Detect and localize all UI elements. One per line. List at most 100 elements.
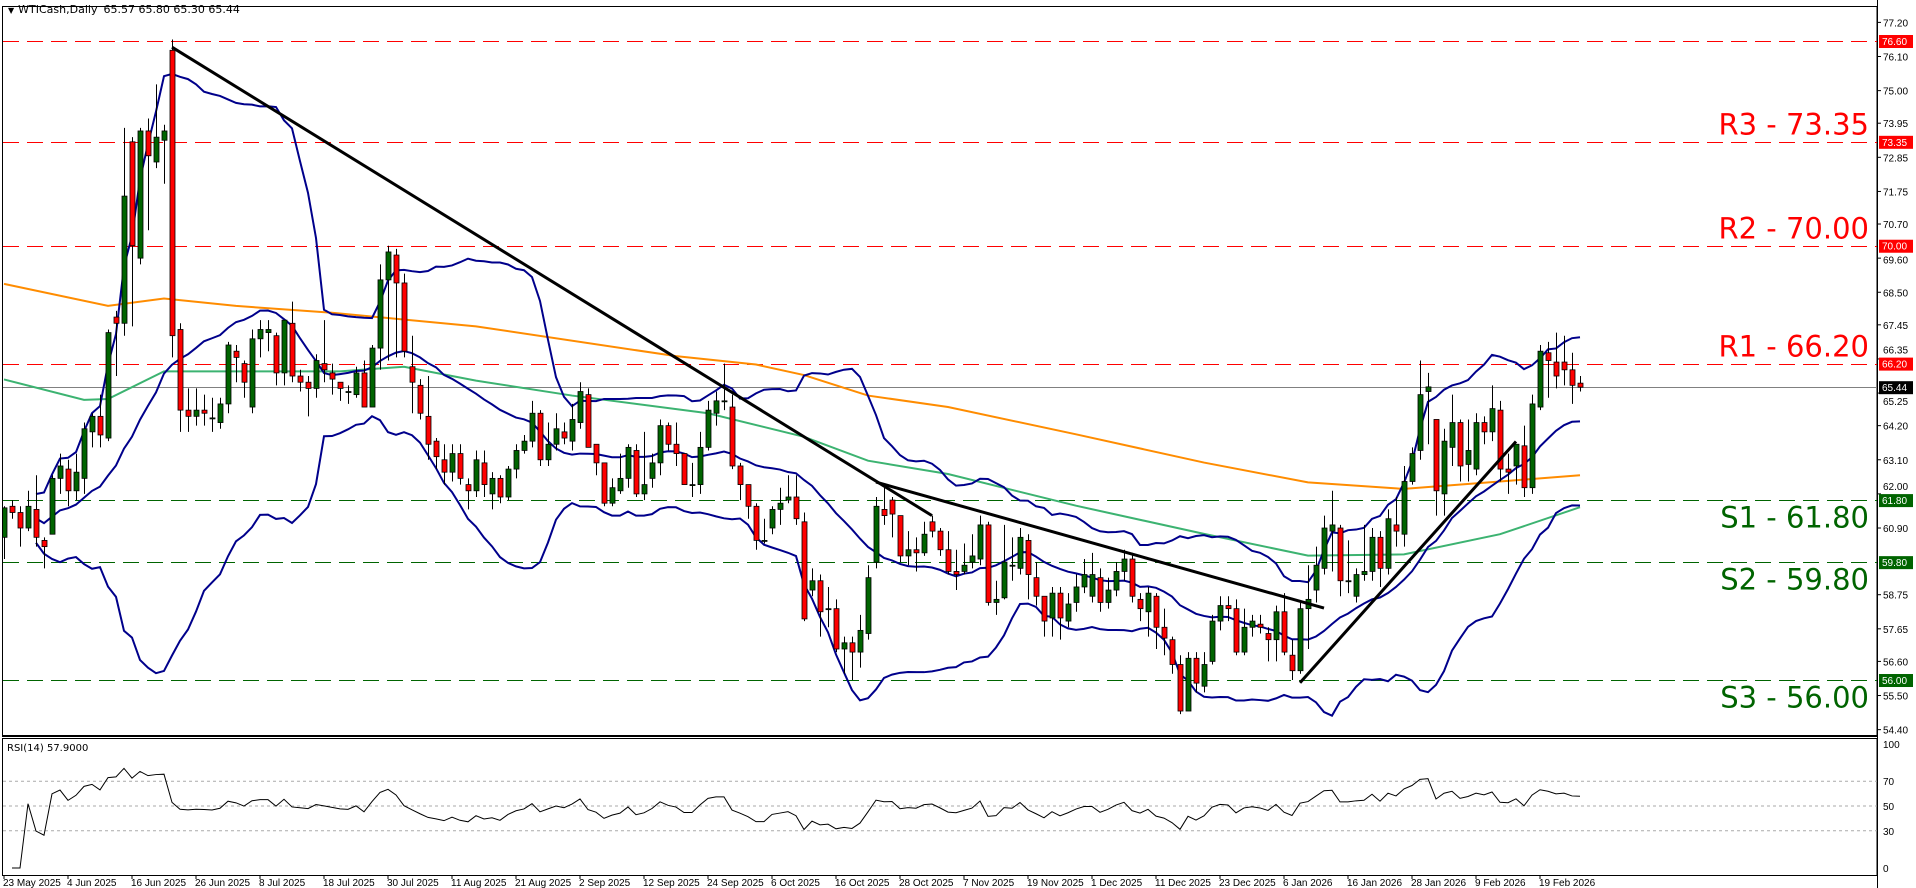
candle — [9, 500, 16, 519]
candle — [1105, 577, 1112, 609]
candle-body-bear — [953, 571, 960, 575]
candle-body-bull — [385, 251, 392, 281]
candle-body-bear — [889, 499, 896, 515]
candle-body-bear — [433, 440, 440, 458]
candle — [1513, 443, 1520, 485]
candle — [89, 413, 96, 448]
candle — [993, 580, 1000, 615]
candle-body-bear — [1393, 524, 1400, 532]
candle-body-bull — [1073, 586, 1080, 603]
triangle-down-icon[interactable]: ▼ — [8, 6, 15, 15]
candle-body-bull — [873, 505, 880, 563]
candle-body-bull — [377, 279, 384, 349]
candle-body-bear — [793, 496, 800, 520]
candle — [601, 462, 608, 507]
level-price-badge — [1879, 239, 1913, 253]
candle — [3, 506, 8, 560]
candle — [1385, 509, 1392, 575]
candle-body-bull — [721, 400, 728, 403]
candle-body-bull — [489, 477, 496, 495]
candle — [665, 422, 672, 451]
candle — [969, 534, 976, 569]
candle-body-bear — [1257, 623, 1264, 628]
candle-body-bear — [1025, 540, 1032, 575]
candle-body-bull — [1385, 518, 1392, 569]
candle — [745, 484, 752, 519]
candle-body-bear — [337, 381, 344, 389]
candle — [465, 478, 472, 510]
candle — [1217, 596, 1224, 631]
candle-body-bull — [521, 440, 528, 451]
price-axis-label: 73.95 — [1883, 119, 1908, 130]
candle — [1433, 419, 1440, 516]
price-axis-label: 75.00 — [1883, 87, 1908, 98]
candle — [1497, 400, 1504, 482]
candle — [545, 422, 552, 466]
rsi-axis-label: 100 — [1883, 740, 1900, 751]
time-axis-label: 2 Sep 2025 — [579, 878, 631, 888]
candle — [505, 465, 512, 501]
candle-body-bull — [1201, 664, 1208, 687]
candle-body-bull — [1065, 603, 1072, 622]
candle-body-bull — [473, 459, 480, 492]
candle — [1465, 419, 1472, 482]
candle — [681, 453, 688, 485]
ohlc-values: 65.57 65.80 65.30 65.44 — [103, 3, 240, 16]
candle — [1473, 413, 1480, 476]
candle — [1545, 341, 1552, 398]
candle — [33, 475, 40, 547]
candle — [97, 394, 104, 448]
candle — [1441, 428, 1448, 516]
candle — [609, 478, 616, 507]
price-axis-label: 62.00 — [1883, 482, 1908, 493]
candle-body-bear — [113, 316, 120, 324]
time-axis-label: 16 Jan 2026 — [1347, 878, 1402, 888]
candle-body-bull — [1489, 408, 1496, 433]
level-label-resistance: R1 - 66.20 — [1718, 330, 1869, 364]
rsi-axis-label: 30 — [1883, 827, 1895, 838]
candle — [1417, 360, 1424, 460]
symbol-timeframe: WTICash,Daily — [18, 3, 98, 16]
candle-body-bear — [9, 505, 16, 513]
candle-body-bull — [993, 598, 1000, 603]
candle-body-bull — [1113, 571, 1120, 591]
price-axis-label: 54.40 — [1883, 726, 1908, 737]
time-axis-label: 6 Jan 2026 — [1283, 878, 1333, 888]
candle-body-bull — [1017, 536, 1024, 569]
rsi-line — [12, 767, 1581, 869]
candle — [697, 431, 704, 494]
candle — [1025, 534, 1032, 600]
candle-body-bull — [1513, 443, 1520, 467]
candle — [1577, 376, 1584, 392]
candle — [657, 419, 664, 476]
candle — [1329, 490, 1336, 572]
candle-body-bear — [1545, 352, 1552, 361]
candle-body-bear — [393, 254, 400, 284]
candle-body-bear — [1497, 409, 1504, 470]
trendline — [171, 45, 933, 517]
main-plot — [3, 39, 1877, 717]
candle — [593, 443, 600, 476]
candle — [1257, 614, 1264, 634]
candle-body-bull — [857, 629, 864, 653]
candle — [193, 388, 200, 426]
price-axis-label: 64.20 — [1883, 422, 1908, 433]
level-label-support: S3 - 56.00 — [1720, 681, 1869, 715]
price-axis-label: 63.10 — [1883, 456, 1908, 467]
candle-body-bear — [97, 415, 104, 436]
candle — [801, 512, 808, 622]
candle — [457, 444, 464, 485]
candle — [1161, 608, 1168, 656]
candle — [1049, 586, 1056, 637]
candle — [1481, 416, 1488, 445]
candle-body-bull — [1529, 403, 1536, 489]
candle — [153, 84, 160, 169]
candle — [449, 444, 456, 482]
candle — [617, 453, 624, 494]
candle-body-bull — [153, 136, 160, 163]
candle — [337, 381, 344, 401]
candle-body-bear — [601, 462, 608, 504]
candle-body-bear — [185, 409, 192, 417]
candle-body-bull — [1329, 524, 1336, 532]
